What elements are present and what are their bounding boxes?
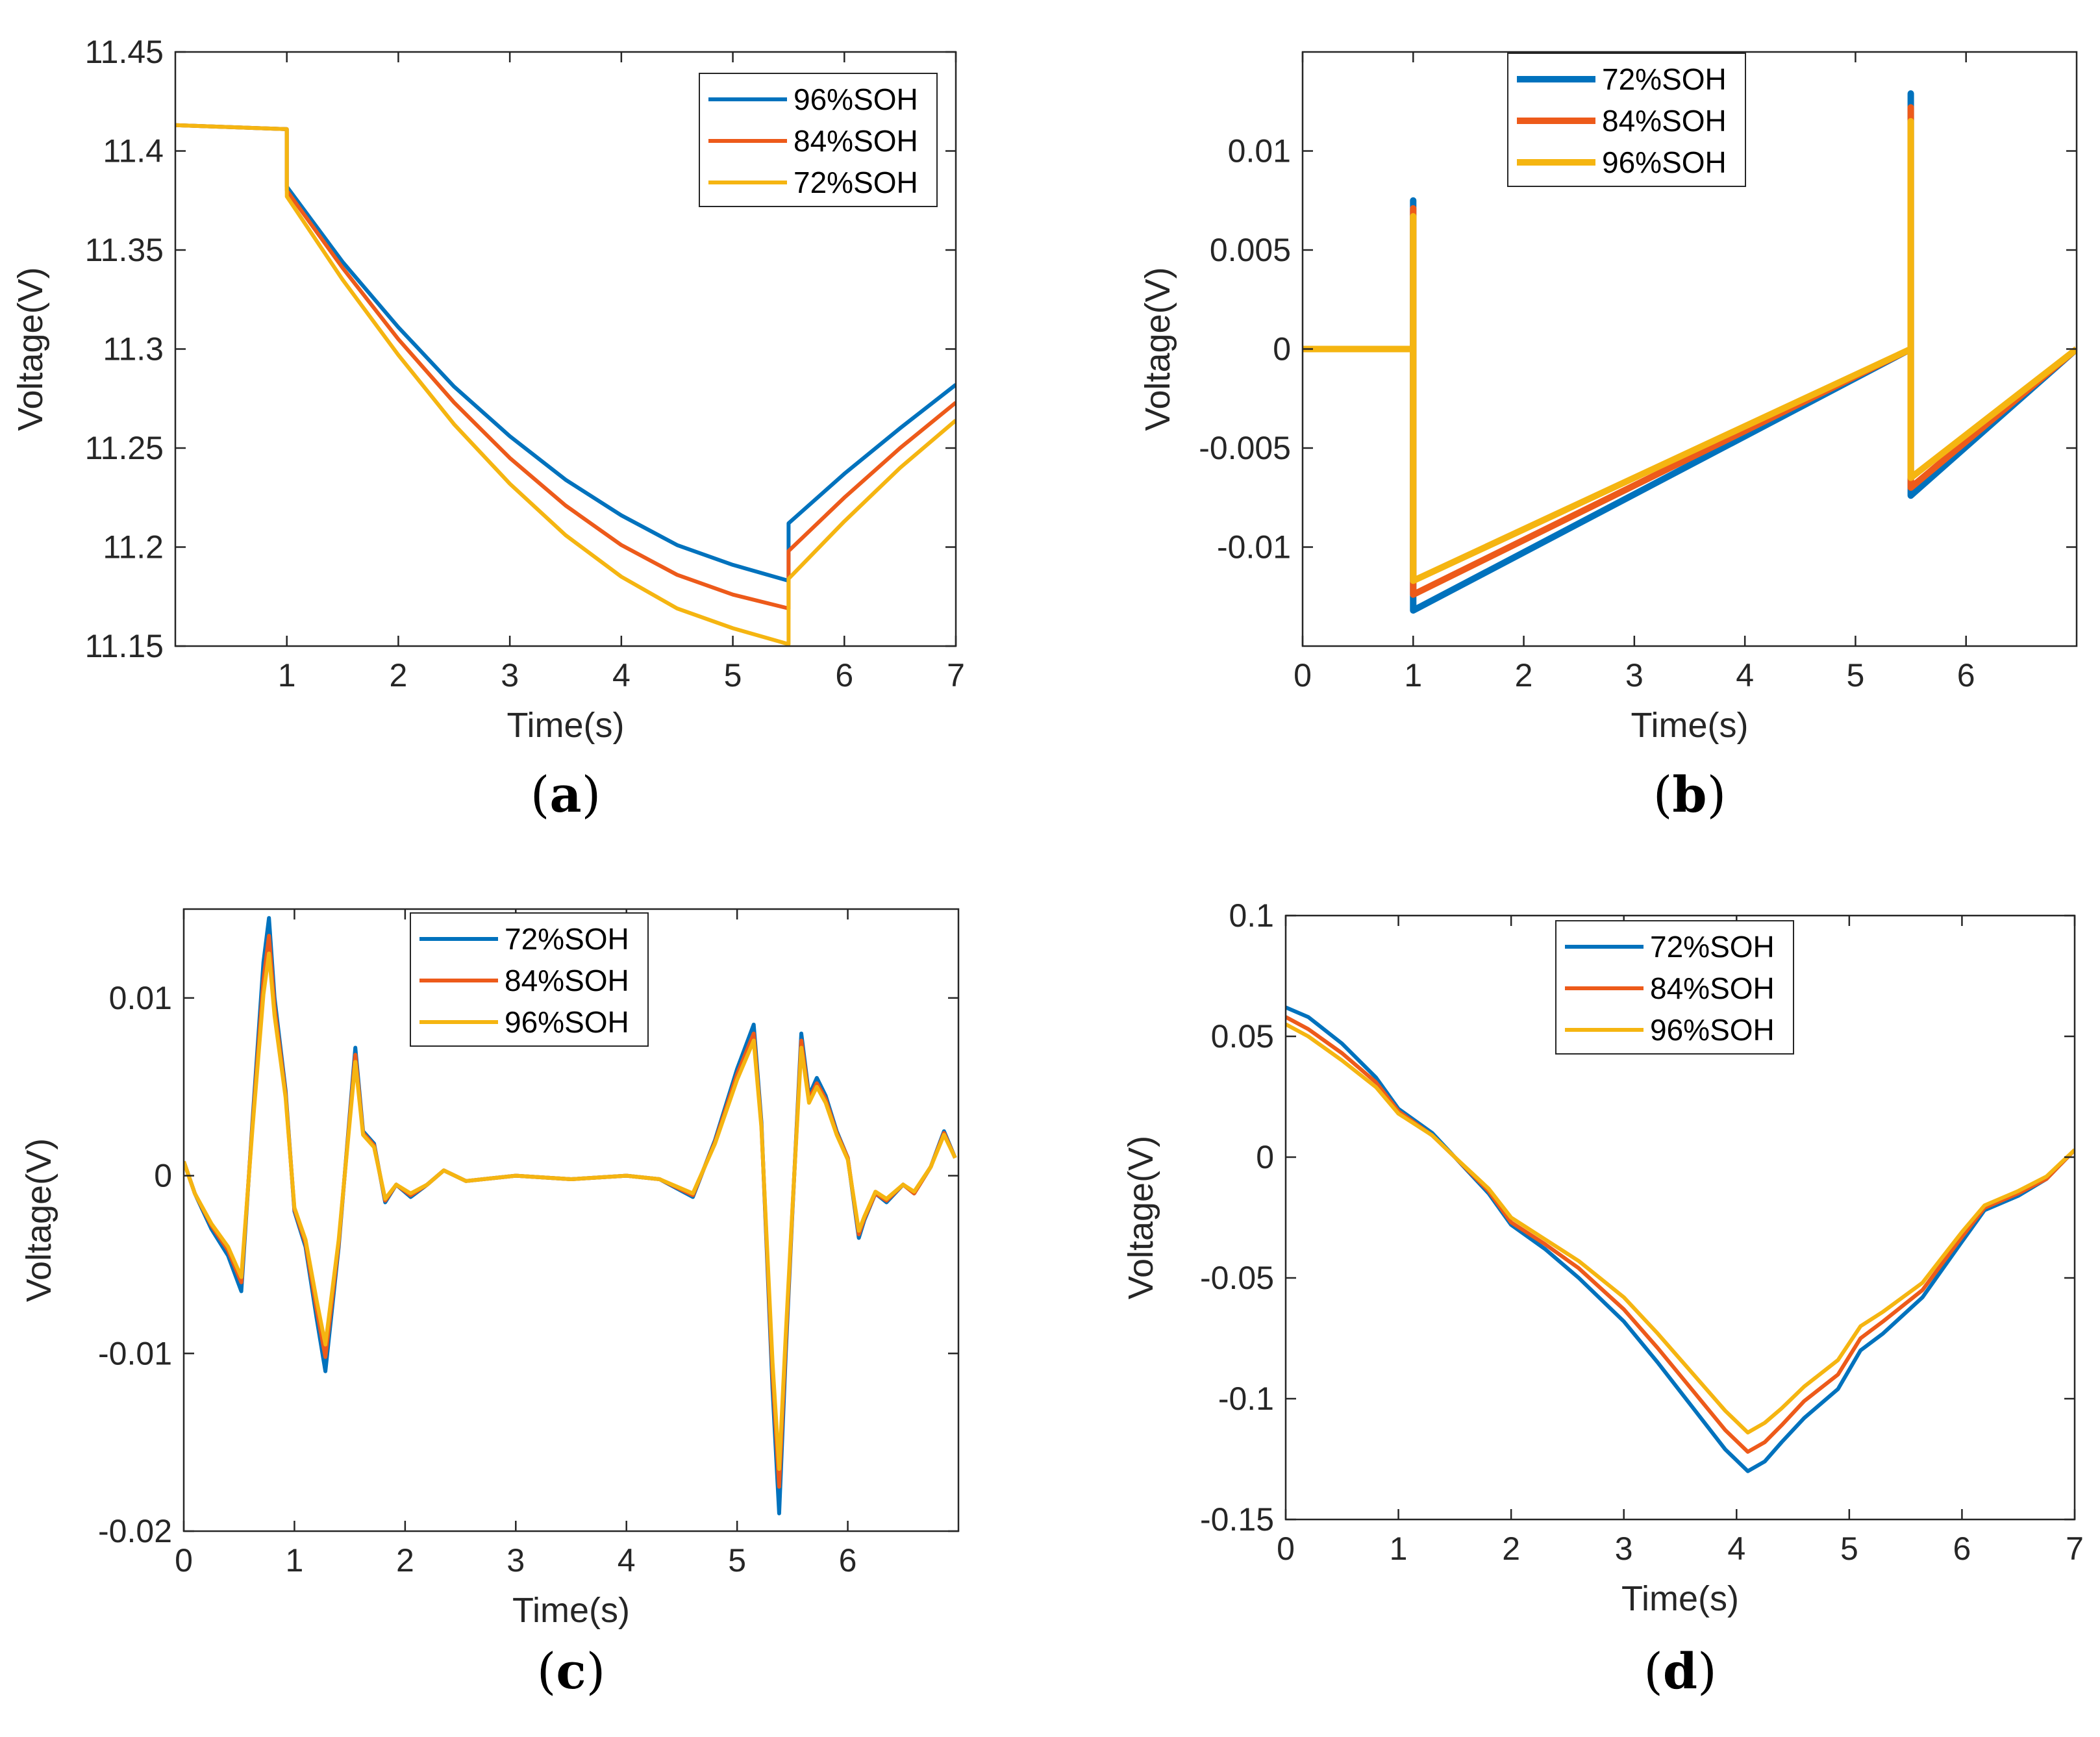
y-tick-label: 0.005	[1210, 232, 1291, 268]
legend-label: 84%SOH	[505, 964, 629, 997]
chart-panel-c: 0 1 2 3 4 5 6 -0.02 -0.01 0 0.01 Time(s) Voltage(V) 7…	[19, 908, 960, 1700]
y-tick-label: -0.15	[1200, 1501, 1274, 1538]
x-tick-label: 2	[1515, 657, 1533, 694]
legend: 72%SOH 84%SOH 96%SOH	[410, 912, 649, 1047]
x-tick-label: 1	[1390, 1531, 1408, 1567]
series-group	[175, 123, 956, 646]
legend: 96%SOH 84%SOH 72%SOH	[699, 73, 938, 207]
y-tick-label: 11.3	[103, 331, 164, 368]
y-tick-label: -0.01	[1217, 529, 1291, 566]
legend-label: 96%SOH	[1650, 1013, 1775, 1047]
x-tick-label: 3	[1615, 1531, 1633, 1567]
panel-label: (a)	[531, 766, 601, 823]
x-tick-label: 1	[286, 1542, 304, 1579]
legend-label: 84%SOH	[1602, 104, 1727, 138]
x-tick-label: 5	[724, 657, 742, 694]
y-tick-label: 11.15	[85, 628, 164, 664]
x-tick-label: 4	[1736, 657, 1754, 694]
x-tick-label: 4	[612, 657, 631, 694]
legend: 72%SOH 84%SOH 96%SOH	[1555, 920, 1794, 1055]
series-line-96%SOH	[1303, 118, 2077, 584]
x-tick-label: 5	[1840, 1531, 1858, 1567]
legend-label: 84%SOH	[1650, 971, 1775, 1005]
series-line-96%SOH	[175, 123, 956, 583]
legend-label: 72%SOH	[1602, 62, 1727, 96]
y-axis-title: Voltage(V)	[19, 1138, 58, 1302]
series-group	[184, 916, 957, 1516]
legend-label: 72%SOH	[794, 166, 918, 199]
legend-label: 72%SOH	[505, 922, 629, 956]
chart-panel-d: 0 1 2 3 4 5 6 7 -0.15 -0.1 -0.05 0 0.05 0.1 Time(s) Vol…	[1121, 897, 2084, 1700]
legend-label: 96%SOH	[505, 1005, 629, 1039]
y-tick-label: 0.1	[1229, 897, 1274, 934]
x-tick-label: 7	[2066, 1531, 2084, 1567]
x-tick-label: 2	[390, 657, 408, 694]
legend-label: 96%SOH	[794, 82, 918, 116]
series-line-96%SOH	[1286, 1022, 2075, 1435]
y-tick-label: 11.45	[85, 34, 164, 70]
y-tick-label: -0.005	[1199, 430, 1291, 466]
series-line-72%SOH	[175, 123, 956, 646]
chart-panel-a: 1 2 3 4 5 6 7 11.15 11.2 11.25 11.3 11.35 11.4 11.45 T…	[11, 34, 965, 823]
panel-label: (b)	[1653, 766, 1726, 823]
legend: 72%SOH 84%SOH 96%SOH	[1507, 53, 1746, 187]
axes-box	[1284, 914, 2076, 1521]
x-tick-label: 6	[1953, 1531, 1971, 1567]
x-tick-label: 2	[396, 1542, 414, 1579]
series-group	[1303, 90, 2077, 614]
x-tick-label: 6	[839, 1542, 857, 1579]
y-tick-label: 0	[1256, 1139, 1274, 1175]
y-tick-label: 11.4	[103, 133, 164, 169]
y-tick-label: 0	[154, 1158, 172, 1194]
y-tick-label: -0.02	[98, 1513, 172, 1549]
y-tick-label: 0	[1273, 331, 1291, 368]
y-tick-label: 0.01	[1228, 133, 1291, 169]
x-axis-title: Time(s)	[1621, 1579, 1739, 1618]
y-tick-label: 11.25	[85, 430, 164, 466]
legend-label: 84%SOH	[794, 124, 918, 158]
x-tick-label: 5	[728, 1542, 746, 1579]
x-tick-label: 5	[1847, 657, 1865, 694]
legend-label: 96%SOH	[1602, 145, 1727, 179]
chart-panel-b: 0 1 2 3 4 5 6 -0.01 -0.005 0 0.005 0.01 Time(s) Volta…	[1138, 51, 2078, 823]
x-tick-label: 1	[1404, 657, 1422, 694]
y-tick-label: 0.01	[109, 980, 172, 1016]
legend-label: 72%SOH	[1650, 930, 1775, 964]
x-tick-label: 3	[501, 657, 519, 694]
x-tick-label: 6	[1957, 657, 1975, 694]
y-tick-label: 11.2	[103, 529, 164, 566]
x-tick-label: 7	[947, 657, 965, 694]
x-tick-label: 3	[506, 1542, 525, 1579]
y-tick-label: 11.35	[85, 232, 164, 268]
x-axis-title: Time(s)	[507, 706, 625, 745]
x-tick-label: 1	[278, 657, 296, 694]
y-axis-title: Voltage(V)	[1138, 267, 1177, 431]
axes-box	[182, 908, 960, 1532]
x-tick-label: 2	[1502, 1531, 1520, 1567]
y-tick-label: -0.05	[1200, 1260, 1274, 1296]
y-tick-label: 0.05	[1211, 1018, 1274, 1055]
y-tick-label: -0.1	[1218, 1381, 1274, 1417]
y-axis-title: Voltage(V)	[1121, 1136, 1160, 1299]
y-axis-title: Voltage(V)	[11, 267, 50, 431]
x-axis-title: Time(s)	[1631, 706, 1749, 745]
x-tick-label: 4	[1727, 1531, 1745, 1567]
x-tick-label: 4	[618, 1542, 636, 1579]
panel-label: (d)	[1644, 1642, 1716, 1700]
x-tick-label: 0	[1277, 1531, 1295, 1567]
series-line-96%SOH	[184, 951, 957, 1471]
x-axis-title: Time(s)	[512, 1591, 630, 1630]
series-group	[1286, 1005, 2075, 1473]
x-tick-label: 0	[1294, 657, 1312, 694]
x-tick-label: 0	[175, 1542, 193, 1579]
x-tick-label: 6	[835, 657, 853, 694]
y-tick-label: -0.01	[98, 1335, 172, 1371]
series-line-84%SOH	[175, 123, 956, 610]
series-line-72%SOH	[1286, 1005, 2075, 1473]
panel-label: (c)	[537, 1642, 606, 1700]
x-tick-label: 3	[1625, 657, 1644, 694]
